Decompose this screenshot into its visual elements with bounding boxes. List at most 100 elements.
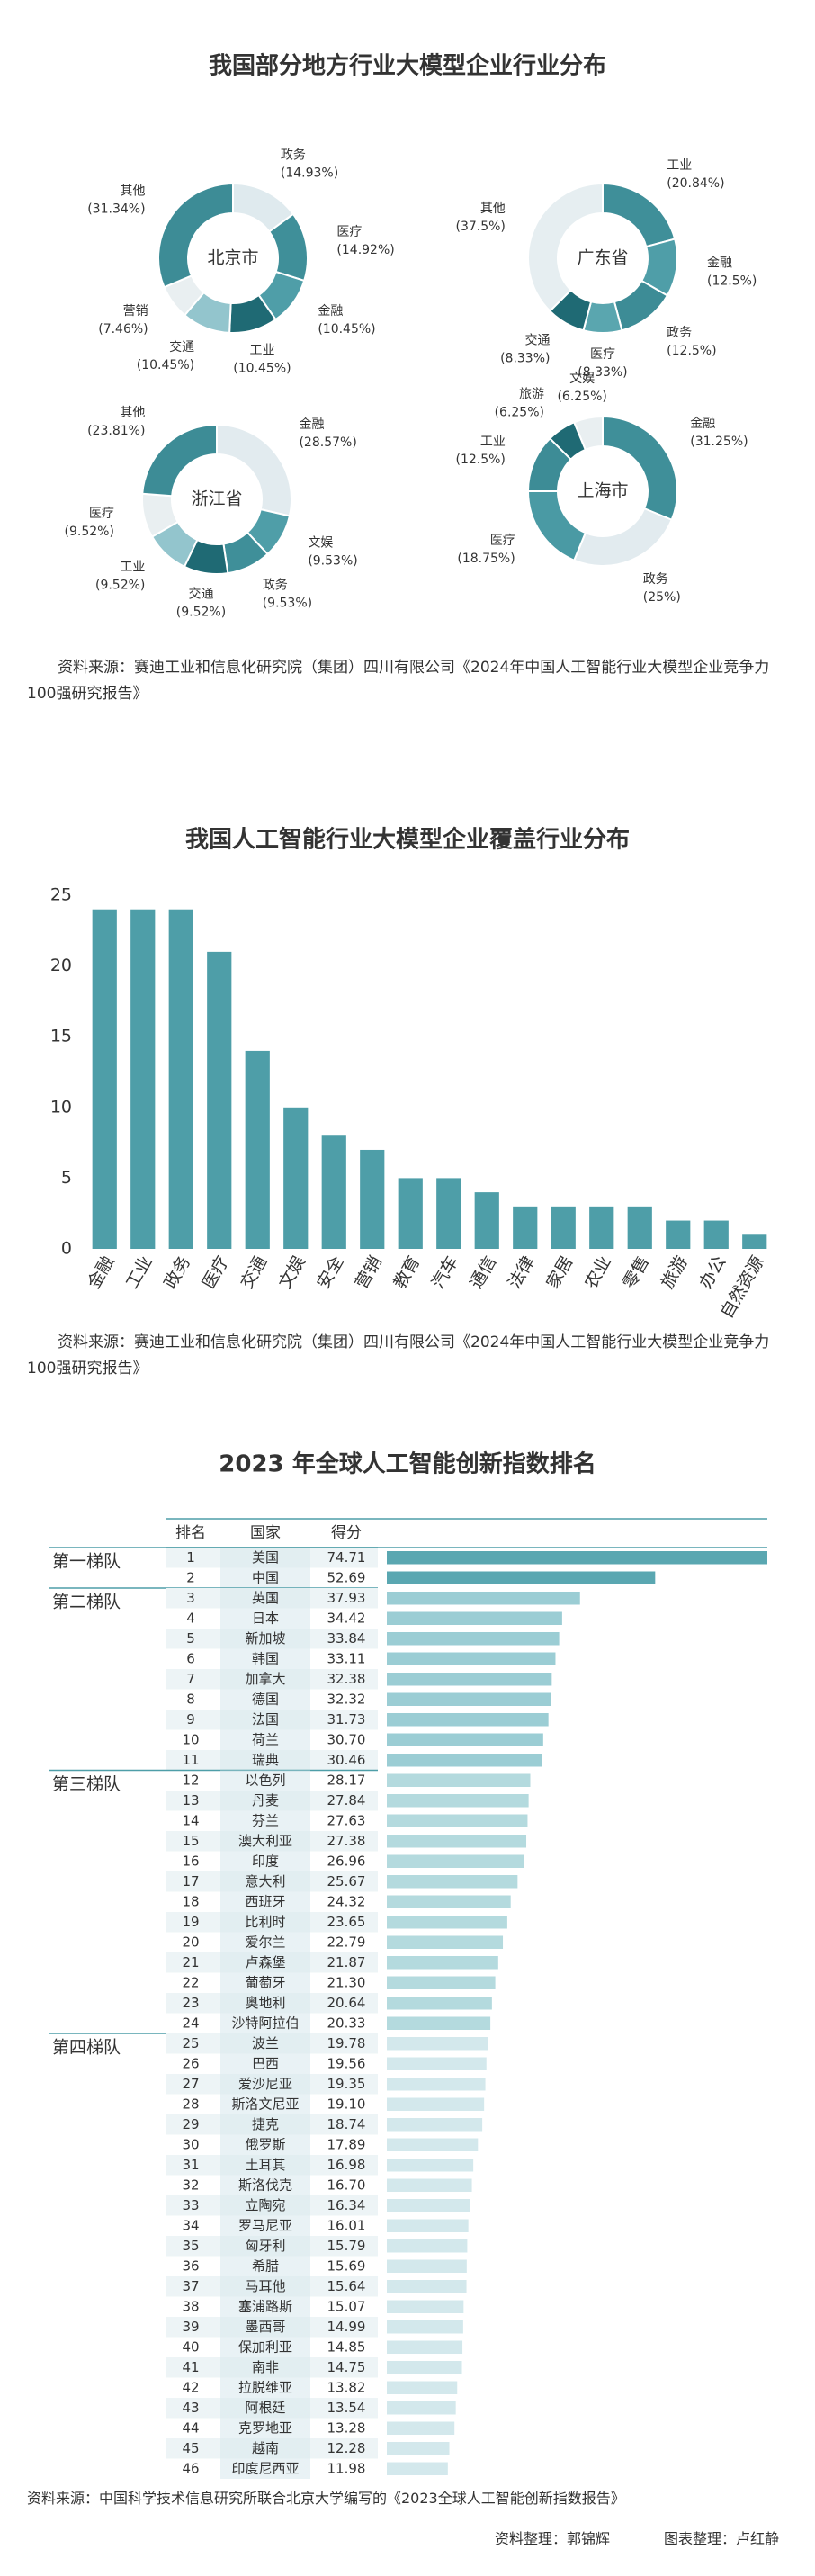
score-bar [387, 1551, 767, 1565]
score-bar [387, 1571, 656, 1584]
slice-value-label: (6.25%) [495, 406, 544, 420]
tier-label: 第一梯队 [52, 1552, 121, 1572]
score-bar [387, 2259, 467, 2273]
country-cell [220, 1689, 310, 1710]
score-cell: 16.01 [327, 2217, 366, 2233]
rank-cell: 5 [186, 1630, 195, 1647]
score-cell: 34.42 [327, 1610, 366, 1626]
score-cell: 27.38 [327, 1833, 366, 1849]
x-tick-label: 办公 [695, 1252, 730, 1292]
score-cell: 14.99 [327, 2319, 366, 2335]
score-bar [387, 2381, 458, 2394]
score-cell: 21.30 [327, 1974, 366, 1990]
score-cell: 19.35 [327, 2076, 366, 2092]
rank-cell: 42 [182, 2379, 199, 2395]
country-cell [220, 1629, 310, 1649]
donut-slice [527, 182, 604, 313]
score-bar [387, 2219, 469, 2232]
rank-cell: 36 [182, 2257, 199, 2274]
country-cell [220, 2074, 310, 2095]
score-bar [387, 1997, 492, 2010]
country-cell-text: 沙特阿拉伯 [231, 2015, 299, 2031]
donut-slice [572, 507, 673, 567]
y-tick-label: 20 [50, 956, 72, 975]
slice-value-label: (10.45%) [233, 361, 291, 375]
country-cell [220, 2418, 310, 2438]
rank-cell: 7 [186, 1671, 195, 1687]
rank-cell: 45 [182, 2440, 199, 2456]
source-note: 资料来源：中国科学技术信息研究所联合北京大学编写的《2023全球人工智能创新指数… [27, 2490, 625, 2507]
x-tick-label: 营销 [352, 1252, 386, 1292]
rank-cell: 27 [182, 2076, 199, 2092]
slice-label: 政务 [643, 572, 668, 587]
score-bar [387, 2361, 462, 2374]
country-cell [220, 1710, 310, 1730]
country-cell [220, 1972, 310, 1993]
score-bar [387, 2118, 483, 2132]
x-tick-label: 旅游 [658, 1252, 692, 1292]
country-cell-text: 澳大利亚 [238, 1833, 292, 1849]
score-cell: 19.56 [327, 2055, 366, 2071]
score-bar [387, 2401, 456, 2415]
rank-cell: 39 [182, 2319, 199, 2335]
country-cell [220, 1993, 310, 2014]
country-cell-text: 墨西哥 [245, 2319, 285, 2335]
score-cell: 13.54 [327, 2400, 366, 2416]
country-cell-text: 希腊 [252, 2257, 279, 2274]
score-cell: 16.34 [327, 2197, 366, 2213]
x-tick-label: 零售 [619, 1252, 653, 1292]
score-bar [387, 1895, 511, 1908]
country-cell-text: 立陶宛 [245, 2197, 285, 2213]
score-cell: 32.32 [327, 1691, 366, 1707]
bar [283, 1107, 309, 1249]
country-cell-text: 拉脱维亚 [238, 2379, 292, 2395]
score-cell: 22.79 [327, 1934, 366, 1950]
country-cell [220, 2296, 310, 2317]
slice-label: 交通 [188, 587, 213, 602]
bar [398, 1178, 423, 1249]
country-cell-text: 德国 [252, 1691, 279, 1707]
rank-cell: 11 [182, 1752, 199, 1768]
slice-value-label: (31.34%) [87, 202, 145, 216]
rank-cell: 13 [182, 1792, 199, 1809]
slice-value-label: (8.33%) [578, 365, 627, 380]
country-cell [220, 1648, 310, 1669]
credits: 资料整理：郭锦辉 图表整理：卢红静 [441, 2527, 779, 2548]
rank-cell: 40 [182, 2338, 199, 2355]
country-cell [220, 2094, 310, 2114]
rank-cell: 38 [182, 2298, 199, 2314]
rank-cell: 26 [182, 2055, 199, 2071]
slice-value-label: (25%) [643, 590, 681, 605]
country-cell-text: 瑞典 [252, 1752, 279, 1768]
score-cell: 15.79 [327, 2238, 366, 2254]
country-cell-text: 越南 [252, 2440, 279, 2456]
donut-center-label: 北京市 [207, 248, 258, 268]
slice-label: 工业 [120, 561, 145, 575]
slice-value-label: (9.52%) [95, 579, 145, 593]
bar [703, 1220, 729, 1249]
slice-label: 医疗 [490, 534, 515, 548]
country-cell [220, 1871, 310, 1892]
country-cell-text: 巴西 [252, 2055, 279, 2071]
score-bar [387, 1916, 507, 1929]
column-header: 得分 [331, 1524, 362, 1542]
slice-value-label: (20.84%) [667, 176, 724, 191]
country-cell [220, 1891, 310, 1912]
chart-title: 我国部分地方行业大模型企业行业分布 [209, 52, 606, 80]
bar [666, 1220, 691, 1249]
bar [245, 1050, 270, 1249]
score-cell: 74.71 [327, 1549, 366, 1566]
y-tick-label: 5 [61, 1168, 72, 1188]
country-cell [220, 1831, 310, 1852]
credit: 资料整理：郭锦辉 [494, 2530, 610, 2547]
x-tick-label: 文娱 [275, 1252, 309, 1292]
column-header: 国家 [250, 1524, 281, 1542]
score-cell: 37.93 [327, 1590, 366, 1606]
country-cell [220, 2256, 310, 2276]
slice-value-label: (9.53%) [263, 596, 312, 610]
score-cell: 14.75 [327, 2359, 366, 2375]
score-bar [387, 1835, 527, 1848]
score-bar [387, 2421, 455, 2435]
country-cell-text: 芬兰 [252, 1812, 279, 1828]
